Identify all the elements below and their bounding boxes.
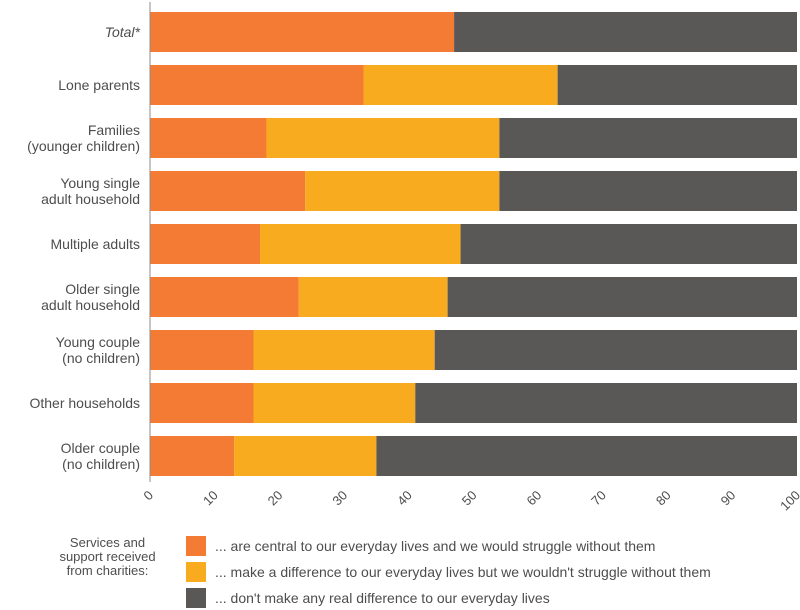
category-label-total: Total* [105,24,141,40]
bar-other-households-series-1 [150,383,254,423]
x-tick-label-50: 50 [459,488,480,509]
bar-multiple-adults-series-2 [259,224,461,264]
stacked-bar-chart: Total* Lone parents Families (younger child… [27,2,800,514]
bar-multiple-adults-series-3 [460,224,797,264]
x-tick-label-70: 70 [588,488,609,509]
legend: Services and support received from chari… [40,536,800,608]
x-axis: 0 10 20 30 40 50 60 70 80 90 100 [140,488,800,514]
category-label-other-households: Other households [29,395,140,411]
bar-other-households-series-2 [253,383,416,423]
bar-total-series-3 [454,12,797,52]
x-tick-label-30: 30 [329,488,350,509]
legend-title-line: support received [59,549,156,564]
x-tick-label-90: 90 [718,488,739,509]
category-labels: Total* Lone parents Families (younger child… [27,24,140,472]
legend-swatch-central [186,536,206,556]
bar-families-younger-children-series-1 [150,118,267,158]
bar-lone-parents-series-2 [363,65,558,105]
category-label-lone-parents: Lone parents [58,77,140,93]
bar-older-single-adult-household-series-1 [150,277,299,317]
bar-lone-parents-series-3 [557,65,797,105]
legend-title: Services and support received from chari… [40,536,175,578]
category-label-young-couple-no-children: Young couple (no children) [56,334,141,366]
x-tick-label-80: 80 [653,488,674,509]
bar-families-younger-children-series-3 [499,118,797,158]
x-tick-label-10: 10 [200,488,221,509]
legend-item-no-difference: ... don't make any real difference to ou… [186,588,550,608]
category-label-young-single-adult-household: Young single adult household [41,175,140,207]
bar-older-single-adult-household-series-3 [447,277,797,317]
legend-item-difference: ... make a difference to our everyday li… [186,562,711,582]
bar-other-households-series-3 [415,383,797,423]
bars-group [150,12,797,476]
bar-families-younger-children-series-2 [266,118,500,158]
bar-young-single-adult-household-series-1 [150,171,306,211]
bar-young-single-adult-household-series-2 [305,171,500,211]
category-label-multiple-adults: Multiple adults [51,236,141,252]
bar-young-single-adult-household-series-3 [499,171,797,211]
legend-label-no-difference: ... don't make any real difference to ou… [215,590,550,606]
bar-older-couple-no-children-series-1 [150,436,235,476]
legend-label-central: ... are central to our everyday lives an… [215,538,656,554]
bar-lone-parents-series-1 [150,65,364,105]
bar-young-couple-no-children-series-2 [253,330,435,370]
category-label-older-single-adult-household: Older single adult household [41,281,140,313]
x-tick-label-60: 60 [523,488,544,509]
bar-older-single-adult-household-series-2 [298,277,448,317]
legend-swatch-difference [186,562,206,582]
bar-young-couple-no-children-series-1 [150,330,254,370]
x-tick-label-40: 40 [394,488,415,509]
legend-title-line: Services and [69,535,146,550]
legend-title-line: from charities: [66,563,149,578]
x-tick-label-100: 100 [777,488,800,514]
x-tick-label-20: 20 [265,488,286,509]
bar-older-couple-no-children-series-2 [234,436,377,476]
x-tick-label-0: 0 [140,488,156,504]
legend-swatch-no-difference [186,588,206,608]
bar-older-couple-no-children-series-3 [376,436,797,476]
bar-multiple-adults-series-1 [150,224,260,264]
bar-total-series-1 [150,12,455,52]
legend-label-difference: ... make a difference to our everyday li… [215,564,711,580]
bar-young-couple-no-children-series-3 [434,330,797,370]
category-label-older-couple-no-children: Older couple (no children) [61,440,141,472]
legend-item-central: ... are central to our everyday lives an… [186,536,655,556]
category-label-families-younger-children: Families (younger children) [27,122,140,154]
